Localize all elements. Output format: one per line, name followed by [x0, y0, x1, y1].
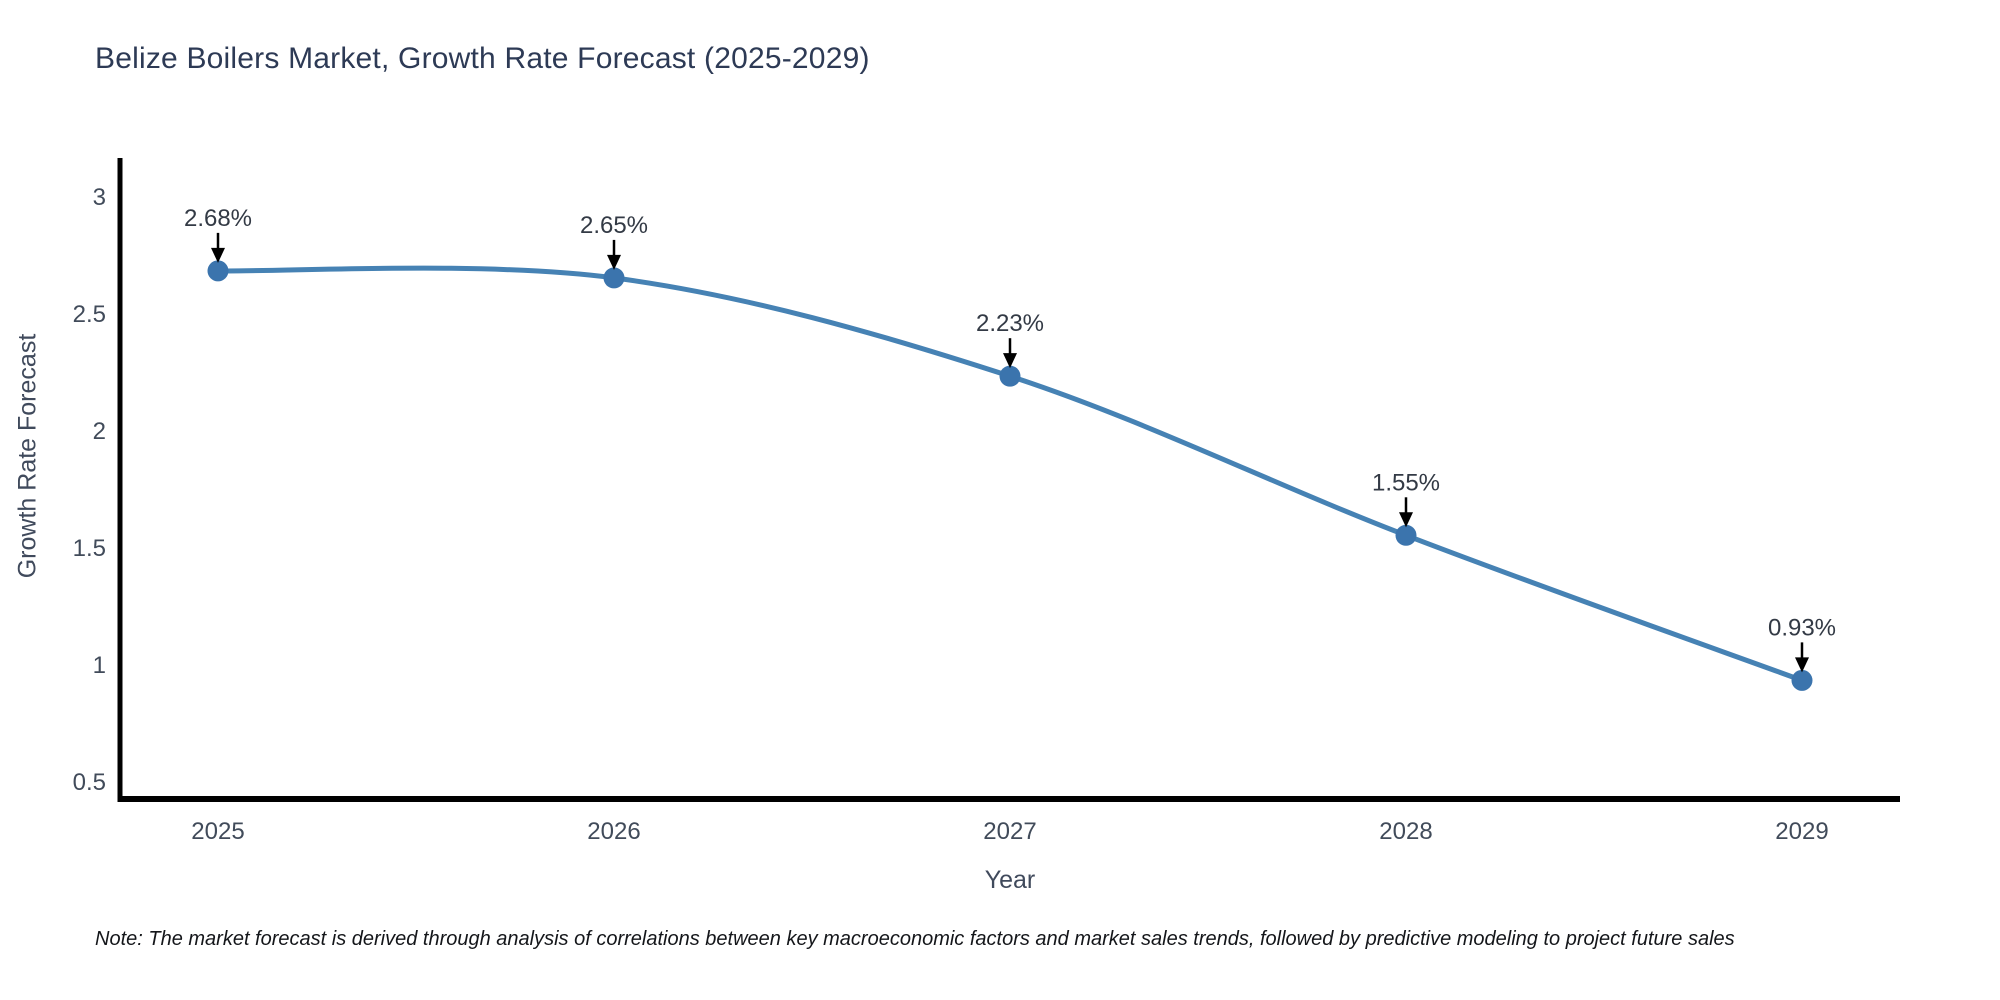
chart-title: Belize Boilers Market, Growth Rate Forec… [95, 42, 870, 75]
y-tick-label: 2.5 [73, 301, 106, 328]
annotation-arrow-head [211, 247, 225, 263]
data-point-2028 [1395, 524, 1417, 546]
annotation-arrow-head [1003, 353, 1017, 369]
x-axis-label: Year [984, 866, 1036, 894]
annotation-label: 2.68% [184, 205, 252, 232]
data-point-2025 [207, 260, 229, 282]
x-tick-label: 2025 [191, 818, 244, 845]
chart-footnote: Note: The market forecast is derived thr… [95, 928, 1735, 950]
annotation-arrow-head [1795, 657, 1809, 673]
data-point-2026 [603, 267, 625, 289]
y-tick-label: 3 [93, 184, 106, 211]
y-tick-label: 1.5 [73, 535, 106, 562]
x-tick-label: 2028 [1379, 818, 1432, 845]
x-tick-label: 2027 [983, 818, 1036, 845]
y-tick-label: 2 [93, 418, 106, 445]
annotation-label: 2.65% [580, 212, 648, 239]
annotation-label: 0.93% [1768, 614, 1836, 641]
annotation-arrow-head [1399, 512, 1413, 528]
annotation-arrow-head [607, 254, 621, 270]
y-tick-label: 1 [93, 652, 106, 679]
annotation-label: 1.55% [1372, 469, 1440, 496]
data-point-2027 [999, 365, 1021, 387]
annotation-label: 2.23% [976, 310, 1044, 337]
y-tick-label: 0.5 [73, 769, 106, 796]
x-tick-label: 2029 [1775, 818, 1828, 845]
x-tick-label: 2026 [587, 818, 640, 845]
data-point-2029 [1791, 669, 1813, 691]
